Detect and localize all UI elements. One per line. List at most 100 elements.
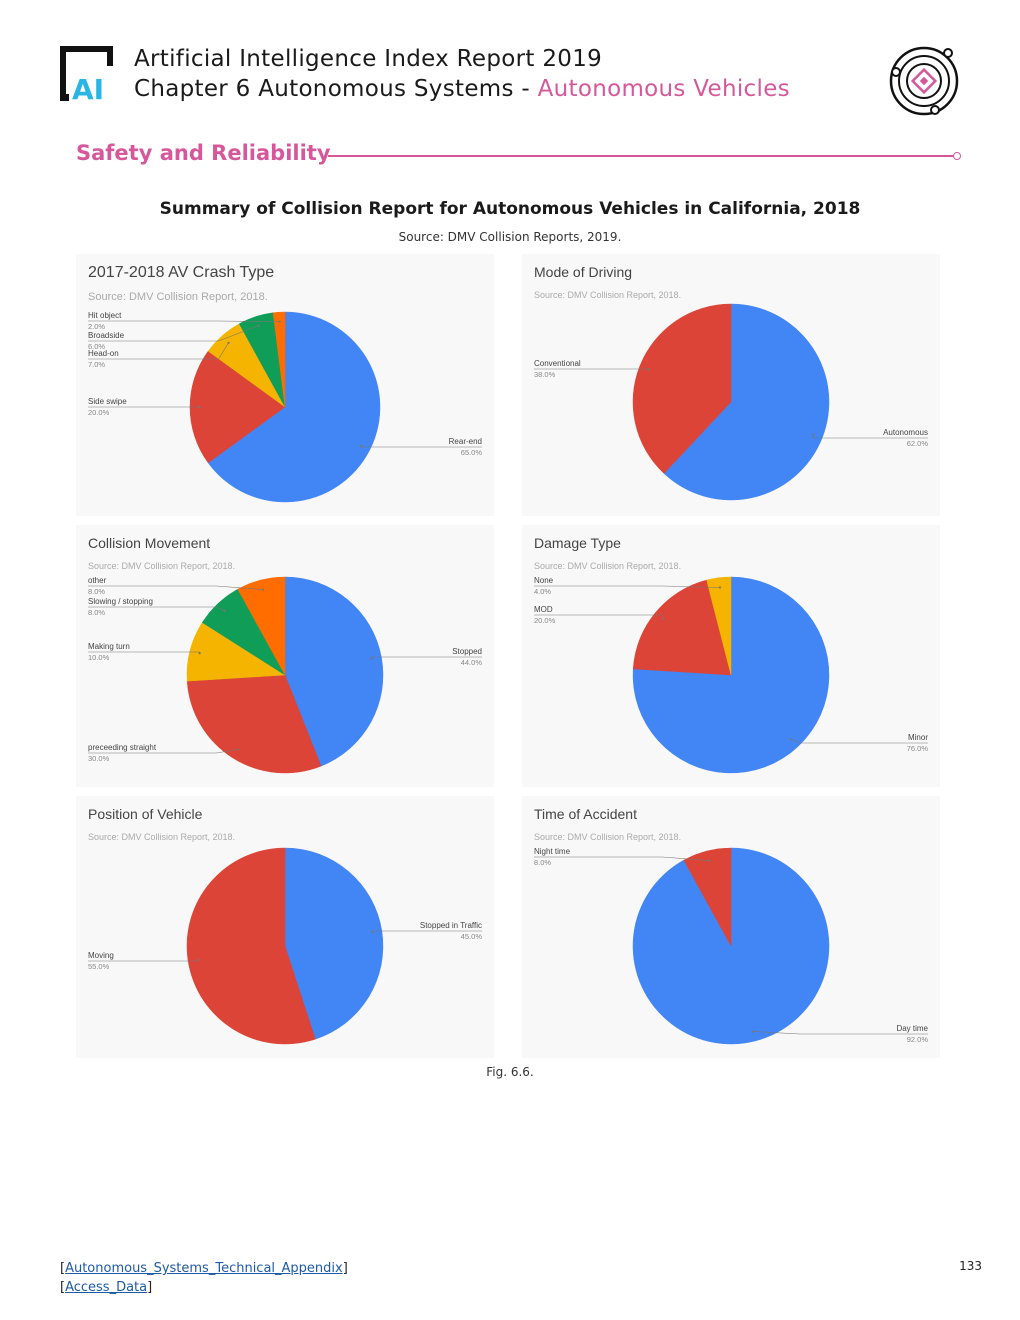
chart-title: Position of Vehicle [88,806,203,822]
access-data-link[interactable]: Access_Data [65,1280,148,1295]
slice-label-mod: MOD 20.0% [534,605,665,625]
slice-label-value: 76.0% [907,744,929,753]
slice-label-value: 45.0% [461,932,483,941]
chart-source: Source: DMV Collision Report, 2018. [534,832,682,842]
pie-chart-time-of-accident: Day time 92.0% Night time 8.0% [534,847,929,1045]
pie-chart-mode-of-driving: Autonomous 62.0% Conventional 38.0% [534,303,929,501]
pie-slice-minor [632,576,830,774]
leader-line [88,325,259,342]
pie-chart-damage-type: Minor 76.0% MOD 20.0% None 4.0% [534,576,928,774]
chapter-accent: Autonomous Vehicles [537,76,790,102]
pie-slice-moving [186,847,316,1045]
footer-link-row: [Autonomous_Systems_Technical_Appendix] [60,1261,348,1276]
slice-label-value: 92.0% [907,1035,929,1044]
slice-label-rear-end: Rear-end 65.0% [360,437,482,457]
leader-dot [278,320,281,323]
slice-label-name: Conventional [534,359,581,368]
leader-dot [718,586,721,589]
leader-dot [198,405,201,409]
leader-line [88,749,238,754]
pie-slice-hit-object [272,311,286,408]
chart-title: Damage Type [534,535,621,551]
slice-label-name: Making turn [88,642,130,651]
leader-dot [371,931,374,934]
leader-dot [647,368,651,371]
slice-label-value: 62.0% [907,439,929,448]
pie-slice-preceeding-straight [186,674,322,774]
leader-line [88,606,225,611]
pie-chart-position-of-vehicle: Stopped in Traffic 45.0% Moving 55.0% [88,847,483,1045]
pie-slice-none [706,576,732,676]
chart-panel-time-of-accident: Day time 92.0% Night time 8.0% Time of Acci… [522,796,940,1058]
leader-dot [223,609,226,612]
slice-label-value: 65.0% [461,448,483,457]
slice-label-name: Stopped [452,647,482,656]
chapter-prefix: Chapter 6 Autonomous Systems - [134,76,538,102]
slice-label-making-turn: Making turn 10.0% [88,642,201,662]
leader-line [534,585,720,588]
leader-dot [790,738,793,741]
chapter-title: Chapter 6 Autonomous Systems - Autonomou… [134,74,790,104]
chart-source: Source: DMV Collision Report, 2018. [88,291,268,303]
slice-label-name: Slowing / stopping [88,597,153,606]
chart-source: Source: DMV Collision Report, 2018. [534,561,682,571]
slice-label-autonomous: Autonomous 62.0% [811,428,929,448]
leader-dot [811,433,815,436]
slice-label-value: 20.0% [534,616,556,625]
chart-title: Time of Accident [534,806,637,822]
leader-dot [257,324,260,327]
slice-label-value: 44.0% [461,658,483,667]
chart-source: Source: DMV Collision Report, 2018. [534,290,682,300]
slice-label-name: Rear-end [449,437,482,446]
slice-label-night-time: Night time 8.0% [534,847,711,867]
slice-label-name: Side swipe [88,397,127,406]
slice-label-minor: Minor 76.0% [790,733,928,753]
slice-label-moving: Moving 55.0% [88,951,199,971]
pie-slice-conventional [632,303,732,474]
slice-label-name: Night time [534,847,571,856]
pie-slice-night-time [683,847,732,947]
chart-panel-position-of-vehicle: Stopped in Traffic 45.0% Moving 55.0% Posit… [76,796,494,1058]
chart-title: Mode of Driving [534,264,633,280]
slice-label-value: 55.0% [88,962,110,971]
slice-label-name: preceeding straight [88,743,157,752]
slice-label-name: Moving [88,951,114,960]
leader-line [88,585,264,590]
chart-source: Source: DMV Collision Report, 2018. [88,832,236,842]
footer-links: [Autonomous_Systems_Technical_Appendix] … [60,1259,348,1297]
page-number: 133 [959,1259,982,1273]
slice-label-value: 8.0% [88,608,105,617]
slice-label-hit-object: Hit object 2.0% [88,311,281,331]
chart-title: Collision Movement [88,535,211,551]
slice-label-day-time: Day time 92.0% [751,1024,929,1044]
slice-label-name: Hit object [88,311,122,320]
leader-dot [661,617,665,620]
section-title: Safety and Reliability [76,141,331,165]
slice-label-head-on: Head-on 7.0% [88,341,230,369]
pie-slice-other [237,576,286,676]
slice-label-value: 4.0% [534,587,551,596]
slice-label-value: 2.0% [88,322,105,331]
leader-line [791,739,928,744]
leader-line [88,320,280,322]
slice-label-name: MOD [534,605,553,614]
pie-chart-crash-type: Rear-end 65.0% Side swipe 20.0% Head-on 7.0% B… [88,311,482,503]
figure-source: Source: DMV Collision Reports, 2019. [398,230,622,244]
slice-label-other: other 8.0% [88,576,265,596]
leader-dot [236,748,239,751]
slice-label-name: None [534,576,554,585]
ai-index-logo: AI [60,46,113,102]
pie-slice-day-time [632,847,830,1045]
leader-line [812,434,928,439]
leader-dot [227,341,230,344]
pie-slice-stopped-in-traffic [284,847,384,1040]
figure-title: Summary of Collision Report for Autonomo… [159,199,861,219]
technical-appendix-link[interactable]: Autonomous_Systems_Technical_Appendix [65,1261,343,1276]
figure-caption: Fig. 6.6. [486,1065,534,1079]
chart-panel-crash-type: Rear-end 65.0% Side swipe 20.0% Head-on 7.0% B… [76,254,494,516]
pie-slice-stopped [284,576,384,767]
leader-line [534,614,664,619]
chart-panel-mode-of-driving: Autonomous 62.0% Conventional 38.0% Mode of… [522,254,940,516]
slice-label-name: Day time [896,1024,928,1033]
slice-label-value: 6.0% [88,342,105,351]
